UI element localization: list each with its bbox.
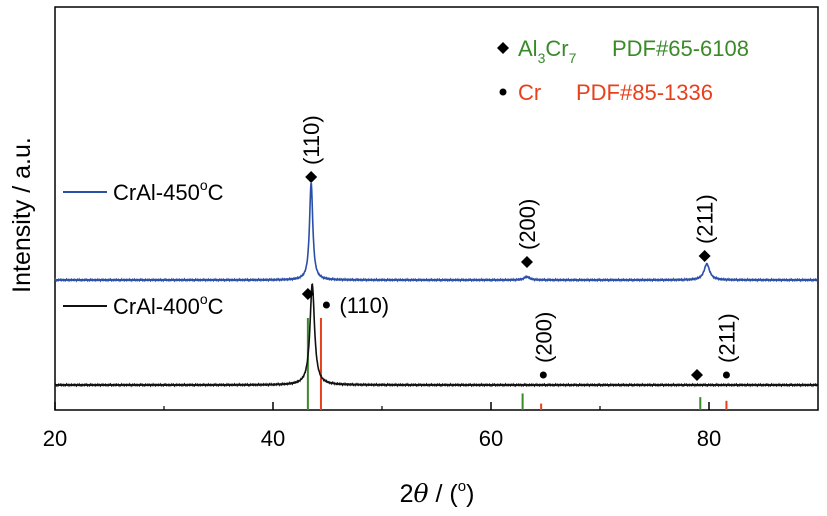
series-group [54,182,819,388]
plot-frame [54,6,819,411]
peak-label: (110) [299,115,324,165]
series-label: CrAl-450oC [113,177,224,205]
peak-label: (200) [515,199,540,250]
series-line-0 [54,182,819,283]
diamond-marker-icon [305,171,318,183]
legend-diamond-icon [497,42,509,54]
x-tick-label-40: 40 [261,426,285,451]
diamond-marker-icon [691,369,704,381]
series-line-1 [54,283,819,388]
diamond-marker-icon [301,288,314,300]
peak-label: (211) [714,313,739,363]
peak-label: (211) [693,194,718,244]
x-axis-label: 2θ / (o) [400,478,475,508]
x-axis-ticks: 20 40 60 80 [43,402,721,451]
x-axis-label-degree: o [458,478,466,495]
reference-lines [306,318,728,410]
y-axis-label: Intensity / a.u. [8,137,36,293]
x-axis-label-close: ) [466,480,474,508]
x-axis-label-2: 2 [400,480,414,508]
series-label: CrAl-400oC [113,291,224,319]
legend-pdf-cr: PDF#85-1336 [576,80,713,105]
dot-marker-icon [539,371,547,379]
x-axis-label-theta: θ [414,479,429,508]
legend: Al3Cr7 PDF#65-6108 Cr PDF#85-1336 [497,36,749,105]
peak-label: (200) [531,312,556,363]
x-tick-label-60: 60 [479,426,503,451]
dot-marker-icon [322,301,330,309]
legend-dot-icon [499,88,507,96]
series-labels: CrAl-450oC CrAl-400oC [63,177,224,319]
diamond-marker-icon [520,256,533,268]
peak-label: (110) [339,293,389,318]
dot-marker-icon [722,371,730,379]
x-axis-label-rest: / ( [429,480,459,508]
diamond-marker-icon [698,250,711,262]
legend-pdf-al3cr7: PDF#65-6108 [612,36,749,61]
x-tick-label-20: 20 [43,426,67,451]
legend-entry-al3cr7: Al3Cr7 [518,36,577,66]
peak-annotations: (110) (200) (211) (110) (200) (211) [299,115,739,381]
x-tick-label-80: 80 [697,426,721,451]
legend-entry-cr: Cr [518,80,541,105]
